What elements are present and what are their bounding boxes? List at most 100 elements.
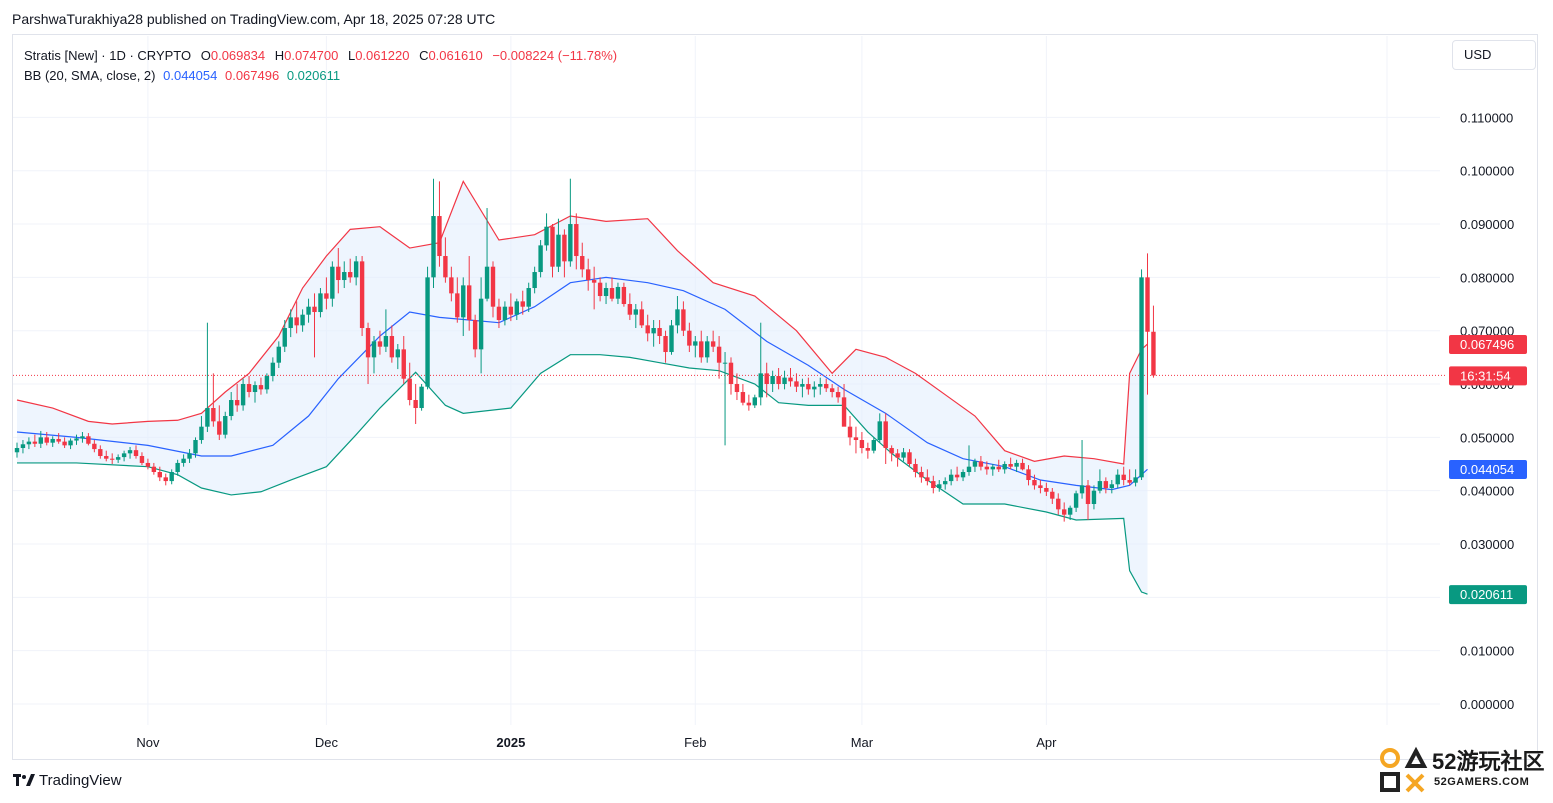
candle-body xyxy=(449,277,454,294)
candle xyxy=(187,449,192,463)
candle xyxy=(32,434,38,447)
candle-body xyxy=(38,437,43,444)
candle xyxy=(621,282,627,307)
candle-body xyxy=(1109,484,1114,489)
candle-body xyxy=(835,392,841,398)
candle xyxy=(443,237,448,283)
candle-body xyxy=(722,362,728,364)
candle-body xyxy=(169,472,174,482)
x-tick-label: Dec xyxy=(315,735,339,750)
candle-body xyxy=(1133,477,1138,483)
candle-body xyxy=(145,462,151,467)
candle-body xyxy=(871,440,876,451)
symbol-label[interactable]: Stratis [New] · 1D · CRYPTO xyxy=(24,48,192,63)
candle-body xyxy=(502,306,508,321)
candle-body xyxy=(609,288,615,299)
candle-body xyxy=(705,341,710,358)
candle xyxy=(960,469,966,482)
candle-body xyxy=(306,306,311,315)
candle-body xyxy=(258,385,264,390)
candle xyxy=(20,440,26,454)
candle-body xyxy=(359,261,365,329)
candle-body xyxy=(383,336,389,347)
watermark-url: 52GAMERS.COM xyxy=(1434,776,1530,788)
candle-body xyxy=(1062,509,1067,515)
candle xyxy=(829,384,835,398)
candle-body xyxy=(50,438,55,443)
candle xyxy=(1121,466,1126,486)
candle xyxy=(835,386,841,403)
candle-body xyxy=(657,328,662,337)
candle-body xyxy=(419,386,424,409)
candle xyxy=(92,440,97,453)
candle-body xyxy=(443,256,448,278)
candle-body xyxy=(865,448,871,451)
candle xyxy=(467,256,472,331)
candle xyxy=(264,373,270,394)
candle xyxy=(26,437,32,450)
candle-body xyxy=(413,400,418,409)
price-tag: 0.067496 xyxy=(1449,335,1527,355)
price-tag: 0.020611 xyxy=(1449,585,1527,605)
y-tick-label: 0.110000 xyxy=(1460,110,1513,125)
candle xyxy=(913,458,918,478)
gamepad-buttons-icon xyxy=(1380,746,1428,793)
site-watermark: 52游玩社区 52GAMERS.COM xyxy=(1376,742,1546,798)
price-tag: 16:31:54 xyxy=(1449,366,1527,386)
candle-body xyxy=(931,481,936,489)
candle xyxy=(1038,480,1043,494)
candle-body xyxy=(389,336,395,358)
candle-body xyxy=(115,457,121,460)
candle xyxy=(240,378,246,411)
candle xyxy=(56,433,61,444)
candle xyxy=(348,258,353,283)
candle xyxy=(699,330,704,363)
candle-body xyxy=(1044,488,1049,492)
candle xyxy=(931,475,936,494)
price-tag-bg xyxy=(1449,585,1527,605)
candle xyxy=(110,453,115,465)
candle xyxy=(80,432,85,443)
x-tick-label: Nov xyxy=(136,735,160,750)
candle-body xyxy=(716,346,722,363)
low-value: 0.061220 xyxy=(355,48,410,63)
currency-button[interactable]: USD xyxy=(1452,40,1536,70)
candle xyxy=(151,462,157,475)
x-tick-label: Apr xyxy=(1036,735,1057,750)
candle-body xyxy=(151,466,157,473)
candle xyxy=(38,430,43,449)
candle-body xyxy=(437,216,442,257)
candle xyxy=(728,357,734,395)
candle xyxy=(234,384,240,412)
candle-body xyxy=(342,272,347,281)
candle-body xyxy=(32,441,38,444)
chart-frame xyxy=(12,34,1538,760)
candle xyxy=(104,450,109,462)
candle-body xyxy=(205,408,210,427)
candle xyxy=(437,181,442,267)
bb-indicator-label[interactable]: BB (20, SMA, close, 2) xyxy=(24,68,156,83)
candle-body xyxy=(121,453,127,458)
candle xyxy=(693,336,698,358)
candle-body xyxy=(603,288,609,297)
price-tag: 0.044054 xyxy=(1449,460,1527,480)
candle xyxy=(586,258,591,291)
candle-body xyxy=(758,373,763,398)
candle xyxy=(806,377,811,395)
candle-body xyxy=(353,261,359,278)
candle-body xyxy=(139,456,145,463)
candle-body xyxy=(425,277,430,387)
candle-body xyxy=(1008,464,1013,467)
candle xyxy=(169,469,174,485)
candle xyxy=(496,298,502,329)
candle xyxy=(62,437,67,449)
candle-body xyxy=(234,400,240,406)
tradingview-logo[interactable]: TradingView xyxy=(13,772,122,789)
candle xyxy=(163,473,168,486)
candle xyxy=(627,293,633,321)
candle-body xyxy=(377,341,383,347)
watermark-title: 52游玩社区 xyxy=(1432,749,1545,774)
candle xyxy=(431,178,436,289)
chart-legend: Stratis [New] · 1D · CRYPTO O0.069834 H0… xyxy=(24,46,617,86)
